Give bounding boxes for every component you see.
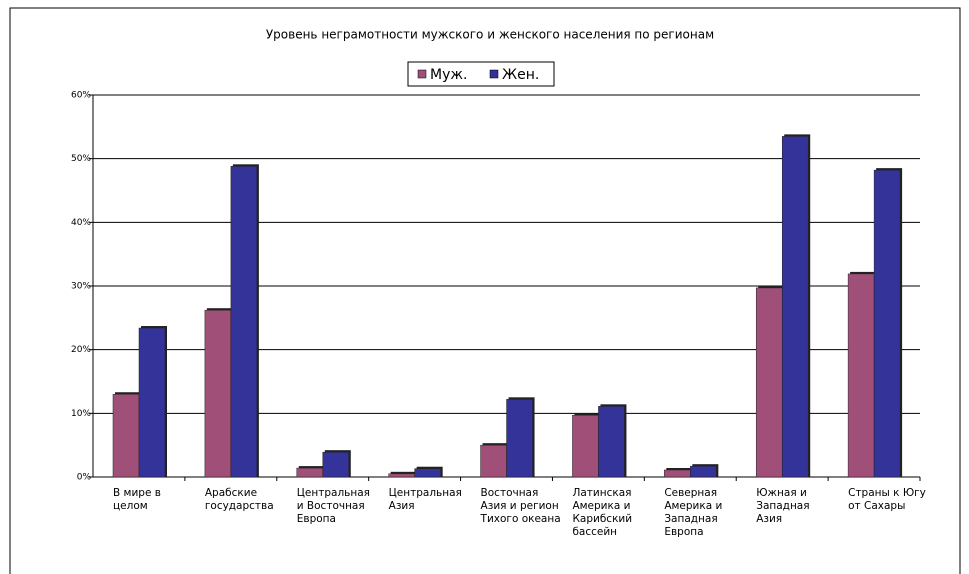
y-tick-label: 60%: [71, 91, 91, 101]
bar: [414, 468, 441, 478]
bar: [755, 287, 783, 478]
x-tick-label: В мире в целом: [113, 487, 161, 512]
y-tick-label: 20%: [71, 345, 91, 355]
bar: [322, 451, 350, 478]
chart-title: Уровень неграмотности мужского и женског…: [266, 28, 714, 42]
x-tick-label: Восточная Азия и регион Тихого океана: [480, 487, 561, 525]
legend-swatch: [417, 69, 427, 79]
bar: [388, 473, 415, 478]
y-tick-label: 0%: [77, 473, 92, 483]
x-tick-label: Южная и Западная Азия: [756, 487, 810, 525]
bar: [847, 273, 875, 478]
x-tick-label: Латинская Америка и Карибский бассейн: [572, 487, 633, 538]
y-tick-label: 40%: [71, 218, 91, 228]
y-tick-label: 30%: [71, 282, 91, 292]
bar: [664, 469, 691, 478]
y-tick-label: 10%: [71, 409, 91, 419]
x-tick-label: Центральная Азия: [388, 487, 462, 512]
bar: [873, 169, 901, 478]
y-tick-label: 50%: [71, 154, 91, 164]
bar: [781, 136, 809, 478]
x-tick-label: Страны к Югу от Сахары: [848, 487, 926, 512]
bar: [598, 406, 625, 478]
bar: [112, 393, 140, 478]
bar: [572, 414, 599, 478]
bar: [296, 467, 324, 478]
bar: [138, 327, 166, 478]
x-tick-label: Северная Америка и Западная Европа: [664, 487, 723, 538]
legend-label: Муж.: [430, 67, 467, 83]
legend-box: [407, 61, 555, 87]
bar: [690, 465, 717, 478]
legend-label: Жен.: [502, 67, 539, 83]
bar: [506, 399, 533, 478]
bar: [480, 444, 507, 478]
x-tick-label: Арабские государства: [204, 487, 274, 512]
x-tick-label: Центральная и Восточная Европа: [296, 487, 370, 525]
legend-swatch: [489, 69, 499, 79]
bar: [230, 166, 258, 478]
bar: [204, 309, 232, 478]
